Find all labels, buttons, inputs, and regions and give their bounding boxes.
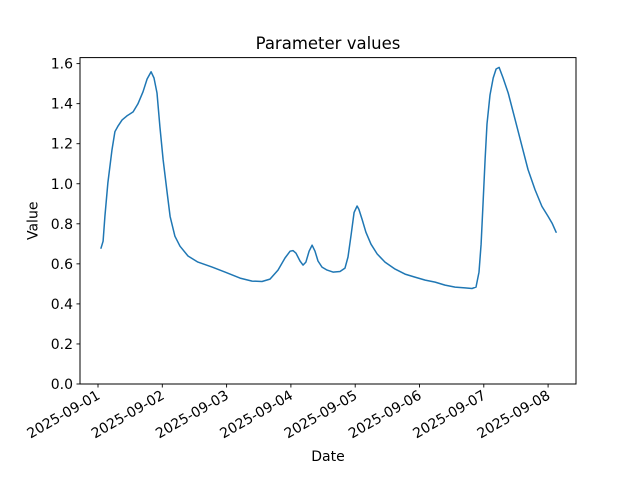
y-tick-label: 1.0 xyxy=(51,177,73,193)
y-tick-label: 0.6 xyxy=(51,257,73,273)
y-tick-label: 1.6 xyxy=(51,57,73,73)
plot-border xyxy=(79,57,577,385)
y-axis: 0.0 0.2 0.4 0.6 0.8 1.0 1.2 1.4 1.6 xyxy=(51,57,80,393)
y-tick-label: 0.0 xyxy=(51,377,73,393)
y-tick-label: 0.8 xyxy=(51,217,73,233)
y-tick-label: 1.2 xyxy=(51,137,73,153)
data-line xyxy=(100,66,557,290)
chart-title: Parameter values xyxy=(256,34,401,53)
y-tick-label: 1.4 xyxy=(51,97,73,113)
x-axis-label: Date xyxy=(311,449,344,465)
y-axis-label: Value xyxy=(26,202,42,240)
y-tick-label: 0.4 xyxy=(51,297,73,313)
y-tick-label: 0.2 xyxy=(51,337,73,353)
